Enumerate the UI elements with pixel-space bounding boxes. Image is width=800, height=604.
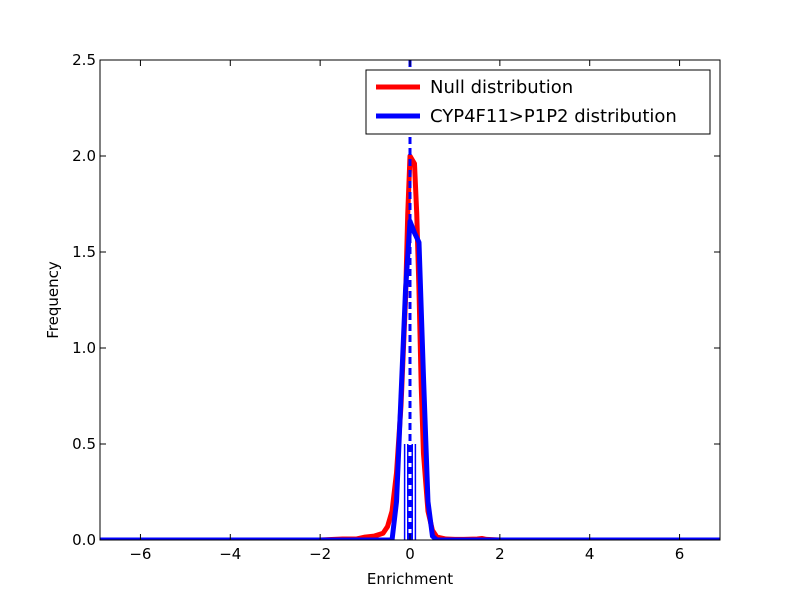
plot-frame bbox=[99, 59, 721, 541]
y-tick-label: 2.5 bbox=[72, 51, 96, 69]
y-tick-label: 0.5 bbox=[72, 435, 96, 453]
x-axis-label: Enrichment bbox=[367, 570, 453, 588]
x-tick-label: −2 bbox=[309, 545, 331, 563]
x-tick-label: 2 bbox=[495, 545, 505, 563]
legend: Null distribution CYP4F11>P1P2 distribut… bbox=[365, 69, 711, 135]
x-tick-label: 0 bbox=[405, 545, 415, 563]
data-layer bbox=[100, 60, 720, 540]
ticks-layer: −6 −4 −2 0 2 4 6 0.0 0.5 1.0 1.5 2.0 2.5 bbox=[72, 51, 720, 563]
legend-label-cyp4f11: CYP4F11>P1P2 distribution bbox=[430, 106, 677, 127]
y-axis-label: Frequency bbox=[44, 261, 62, 339]
legend-box bbox=[365, 69, 711, 135]
series-line-1 bbox=[100, 218, 720, 540]
legend-label-null: Null distribution bbox=[430, 77, 573, 98]
x-tick-label: 4 bbox=[585, 545, 595, 563]
x-tick-label: −4 bbox=[219, 545, 241, 563]
y-tick-label: 2.0 bbox=[72, 147, 96, 165]
y-tick-label: 1.0 bbox=[72, 339, 96, 357]
y-tick-label: 0.0 bbox=[72, 531, 96, 549]
x-tick-label: −6 bbox=[129, 545, 151, 563]
x-tick-label: 6 bbox=[675, 545, 685, 563]
y-tick-label: 1.5 bbox=[72, 243, 96, 261]
